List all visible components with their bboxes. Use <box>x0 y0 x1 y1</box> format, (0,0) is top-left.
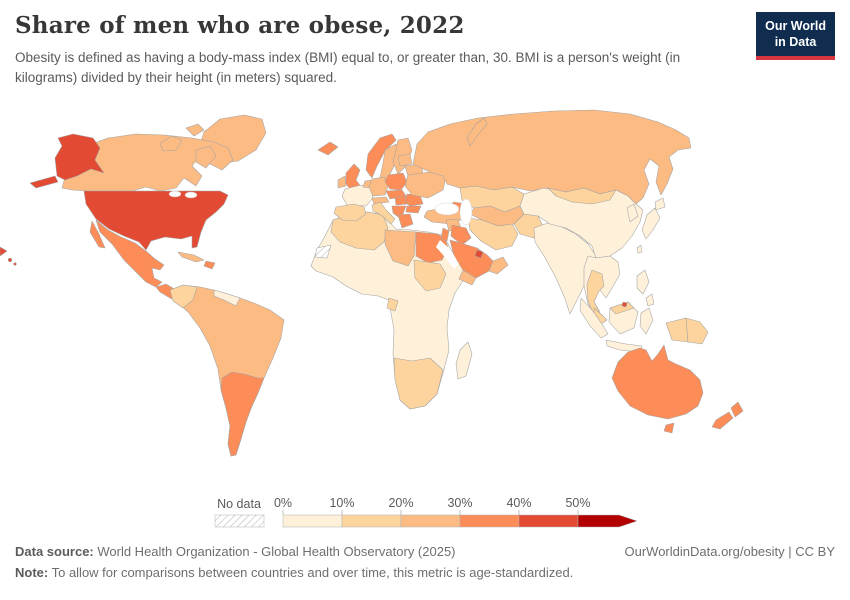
region-uk[interactable] <box>345 163 363 192</box>
region-canada-baffin-island[interactable] <box>195 145 217 169</box>
region-taiwan[interactable] <box>636 244 643 254</box>
region-france[interactable] <box>341 184 374 207</box>
region-colombia[interactable] <box>169 284 198 309</box>
region-new-zealand-south[interactable] <box>711 411 734 430</box>
owid-logo-line1: Our World <box>765 19 826 33</box>
region-alpine[interactable] <box>371 196 390 205</box>
region-greece[interactable] <box>397 213 414 229</box>
caspian-sea <box>459 198 473 226</box>
region-russia-novaya-zemlya[interactable] <box>466 117 488 147</box>
region-new-zealand-north[interactable] <box>730 401 744 418</box>
owid-logo[interactable]: Our World in Data <box>756 12 835 61</box>
legend-bin-40-50[interactable] <box>518 514 579 528</box>
region-oman[interactable] <box>488 256 509 275</box>
legend-bin-30-40[interactable] <box>459 514 520 528</box>
page-title: Share of men who are obese, 2022 <box>15 12 465 39</box>
chart-subtitle: Obesity is defined as having a body-mass… <box>15 50 681 86</box>
region-guianas[interactable] <box>213 289 241 307</box>
legend-bin-10-20[interactable] <box>341 514 402 528</box>
region-ireland[interactable] <box>337 175 347 189</box>
note-label: Note: <box>15 565 49 580</box>
region-usa[interactable] <box>83 190 229 251</box>
region-south-america[interactable] <box>169 284 285 457</box>
red-sea <box>436 240 459 269</box>
region-australia[interactable] <box>611 344 704 420</box>
region-sumatra[interactable] <box>579 297 609 339</box>
region-yemen[interactable] <box>458 269 477 286</box>
region-japan-hokkaido[interactable] <box>654 197 666 211</box>
region-usa-aleutians[interactable] <box>29 175 59 189</box>
region-usa-hawaii-2[interactable] <box>13 262 17 266</box>
region-sudan[interactable] <box>413 259 447 292</box>
region-cuba[interactable] <box>177 251 205 263</box>
legend-tick-label-5: 50% <box>565 496 590 510</box>
region-madagascar[interactable] <box>455 341 473 380</box>
great-lakes-east <box>184 191 198 199</box>
region-mongolia[interactable] <box>547 187 617 205</box>
region-hispaniola[interactable] <box>203 260 216 270</box>
region-mexico[interactable] <box>95 219 165 288</box>
note-value: To allow for comparisons between countri… <box>48 565 574 580</box>
region-usa-alaska[interactable] <box>54 133 105 181</box>
chart-footer: Data source: World Health Organization -… <box>15 544 835 580</box>
black-sea <box>434 202 460 216</box>
region-canada-arctic-island-1[interactable] <box>159 135 183 152</box>
region-iberia[interactable] <box>333 203 367 222</box>
region-levant[interactable] <box>440 227 450 242</box>
region-brunei[interactable] <box>621 301 628 308</box>
legend-no-data-swatch[interactable] <box>214 514 265 528</box>
legend-tick-label-4: 40% <box>506 496 531 510</box>
region-southern-africa[interactable] <box>393 357 444 410</box>
region-libya[interactable] <box>384 229 417 267</box>
region-malaysia-borneo[interactable] <box>609 301 635 315</box>
region-iceland[interactable] <box>317 141 339 156</box>
legend-tick-label-1: 10% <box>329 496 354 510</box>
great-lakes-west <box>168 190 182 198</box>
legend-tick-label-2: 20% <box>388 496 413 510</box>
region-bulgaria[interactable] <box>405 205 422 214</box>
legend-bin-20-30[interactable] <box>400 514 461 528</box>
region-italy[interactable] <box>371 201 396 225</box>
region-india[interactable] <box>533 222 597 315</box>
note-line: Note: To allow for comparisons between c… <box>15 565 573 580</box>
rights-link[interactable]: OurWorldinData.org/obesity | CC BY <box>624 544 836 559</box>
world-choropleth-map <box>0 109 744 457</box>
owid-logo-line2: in Data <box>774 34 817 49</box>
legend-bin-0-10[interactable] <box>282 514 343 528</box>
region-iran[interactable] <box>467 217 519 251</box>
region-philippines-mindanao[interactable] <box>645 293 655 307</box>
region-west-papua[interactable] <box>665 317 689 343</box>
legend-tick-label-0: 0% <box>274 496 292 510</box>
region-iraq[interactable] <box>450 224 472 246</box>
region-usa-wrap-sliver[interactable] <box>0 246 8 257</box>
region-papua-new-guinea[interactable] <box>685 317 709 345</box>
region-western-sahara[interactable] <box>314 244 332 259</box>
region-gulf-states[interactable] <box>474 249 484 259</box>
region-baltics[interactable] <box>397 153 413 167</box>
region-thailand[interactable] <box>586 269 605 316</box>
data-source-line: Data source: World Health Organization -… <box>15 544 456 559</box>
region-mexico-baja[interactable] <box>89 220 106 249</box>
region-sulawesi[interactable] <box>639 307 654 335</box>
legend-no-data-label: No data <box>217 497 261 511</box>
region-philippines-luzon[interactable] <box>636 269 650 295</box>
data-source-value: World Health Organization - Global Healt… <box>93 544 456 559</box>
region-southern-cone[interactable] <box>220 371 265 457</box>
region-poland[interactable] <box>384 172 408 191</box>
region-germany[interactable] <box>368 176 389 197</box>
region-tasmania[interactable] <box>663 422 675 434</box>
region-ukraine[interactable] <box>404 171 447 199</box>
legend-tick-label-3: 30% <box>447 496 472 510</box>
data-source-label: Data source: <box>15 544 94 559</box>
owid-logo-accent-bar <box>756 56 835 61</box>
region-gabon[interactable] <box>386 297 399 312</box>
map-legend: No data 0% 10% 20% 30% 40% 50% <box>214 496 638 528</box>
region-usa-hawaii-1[interactable] <box>7 257 13 263</box>
legend-bin-50-plus-arrow[interactable] <box>577 514 638 528</box>
region-korea[interactable] <box>626 203 639 223</box>
region-japan[interactable] <box>641 207 661 240</box>
region-canada-arctic-island-2[interactable] <box>185 123 205 137</box>
chart-header: Share of men who are obese, 2022 Obesity… <box>15 12 835 89</box>
